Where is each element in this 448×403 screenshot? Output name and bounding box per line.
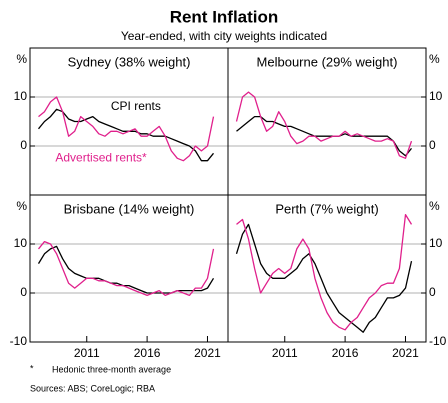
y-tick-label: -10 <box>10 334 28 348</box>
panel-title: Sydney (38% weight) <box>68 54 191 69</box>
series-line <box>38 96 215 162</box>
panel-frame <box>227 194 427 343</box>
panel-title: Perth (7% weight) <box>275 201 378 216</box>
chart-title: Rent Inflation <box>170 7 279 26</box>
y-axis-label: % <box>429 199 440 213</box>
panel-title: Melbourne (29% weight) <box>257 54 398 69</box>
y-tick-label: 0 <box>20 285 27 299</box>
footnote-marker: * <box>30 363 34 373</box>
annotation: Advertised rents* <box>55 150 147 164</box>
y-tick-label: 10 <box>429 89 443 103</box>
y-tick-label: 10 <box>14 89 28 103</box>
y-tick-label: 10 <box>429 236 443 250</box>
series-line <box>37 108 215 162</box>
y-tick-label: 0 <box>429 285 436 299</box>
series-line <box>37 240 215 297</box>
x-tick-label: 2016 <box>134 346 161 360</box>
x-tick-label: 2021 <box>194 346 221 360</box>
y-tick-label: 0 <box>20 138 27 152</box>
y-tick-label: 10 <box>14 236 28 250</box>
x-tick-label: 2016 <box>332 346 359 360</box>
x-tick-label: 2021 <box>392 346 419 360</box>
y-tick-label: -10 <box>429 334 447 348</box>
series-line <box>37 245 215 294</box>
y-axis-label: % <box>16 52 27 66</box>
y-axis-label: % <box>16 199 27 213</box>
annotation: CPI rents <box>111 99 161 113</box>
panel-frame <box>29 47 229 196</box>
footnote: Hedonic three-month average <box>52 364 171 374</box>
x-tick-label: 2011 <box>272 346 298 360</box>
sources: Sources: ABS; CoreLogic; RBA <box>30 383 155 393</box>
y-tick-label: 0 <box>429 138 436 152</box>
panel-frame <box>227 47 427 196</box>
panel-frame <box>29 194 229 343</box>
series-line <box>236 115 413 157</box>
x-tick-label: 2011 <box>74 346 100 360</box>
series-line <box>235 91 413 159</box>
panel-title: Brisbane (14% weight) <box>64 201 195 216</box>
series-line <box>236 213 413 331</box>
series-line <box>235 223 413 333</box>
chart-subtitle: Year-ended, with city weights indicated <box>121 29 327 43</box>
y-axis-label: % <box>429 52 440 66</box>
